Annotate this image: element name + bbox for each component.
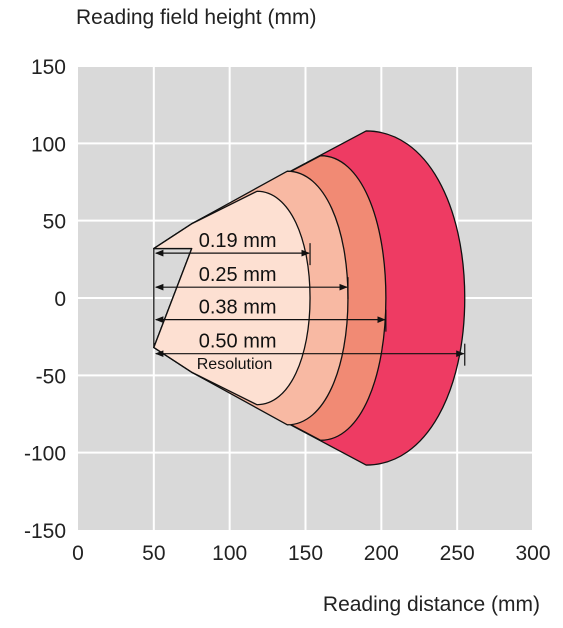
- y-tick-label: 100: [31, 133, 66, 156]
- x-tick-label: 250: [440, 542, 475, 565]
- x-tick-label: 0: [72, 542, 84, 565]
- x-tick-label: 100: [212, 542, 247, 565]
- resolution-label-2: 0.38 mm: [199, 297, 277, 319]
- y-tick-label: 0: [54, 288, 66, 311]
- x-tick-label: 150: [288, 542, 323, 565]
- resolution-label-0: 0.19 mm: [199, 230, 277, 252]
- resolution-caption: Resolution: [197, 356, 273, 373]
- resolution-label-3: 0.50 mm: [199, 331, 277, 353]
- y-tick-label: 150: [31, 56, 66, 79]
- y-axis-label: Reading field height (mm): [76, 6, 317, 29]
- cone-edge-top: [153, 223, 193, 250]
- y-tick-label: 50: [43, 211, 66, 234]
- y-tick-label: -150: [24, 520, 66, 543]
- x-axis-label: Reading distance (mm): [322, 593, 540, 616]
- x-tick-label: 50: [142, 542, 165, 565]
- x-tick-label: 300: [515, 542, 550, 565]
- y-tick-label: -50: [36, 365, 66, 388]
- y-tick-label: -100: [24, 443, 66, 466]
- resolution-label-1: 0.25 mm: [199, 264, 277, 286]
- x-tick-label: 200: [364, 542, 399, 565]
